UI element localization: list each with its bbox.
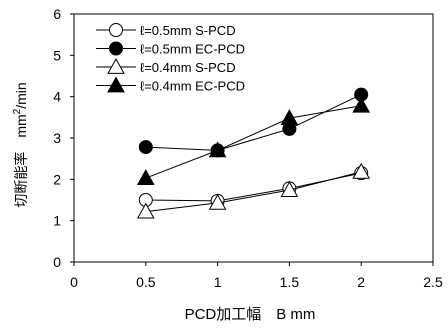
legend-marker (107, 57, 125, 74)
series-2 (138, 87, 369, 158)
data-point (280, 181, 299, 197)
x-axis-label: PCD加工幅 B mm (185, 306, 316, 323)
y-axis-label-superscript: 2 (12, 108, 23, 114)
data-point (136, 202, 155, 219)
series-4 (136, 96, 371, 185)
x-tick-label: 1 (214, 274, 222, 290)
y-tick-label: 1 (53, 213, 61, 229)
series-line (145, 171, 362, 213)
y-tick-label: 4 (53, 89, 61, 105)
legend-label: ℓ=0.4mm S-PCD (140, 60, 236, 75)
data-point (208, 193, 227, 210)
y-tick-label: 6 (53, 6, 61, 22)
y-tick-label: 5 (53, 47, 61, 63)
legend-marker (109, 23, 123, 37)
data-point (208, 141, 227, 158)
series-1 (138, 166, 369, 208)
y-tick-label: 2 (53, 171, 61, 187)
y-axis-label: 切断能率 mm2/min (12, 82, 29, 207)
y-axis-label-main: 切断能率 mm (13, 114, 29, 207)
series-line (145, 105, 362, 179)
data-point (352, 162, 371, 179)
series-3 (136, 162, 371, 219)
data-point (352, 96, 371, 113)
x-tick-label: 0 (70, 274, 78, 290)
y-tick-label: 0 (53, 254, 61, 270)
axes: 0 0.5 1 1.5 2 2.5 0 1 2 3 4 5 6 (53, 6, 443, 290)
legend-item: ℓ=0.4mm S-PCD (96, 57, 236, 75)
data-point (136, 169, 155, 185)
legend-item: ℓ=0.5mm EC-PCD (96, 41, 245, 57)
y-axis-label-tail: /min (13, 82, 29, 108)
plot-border (73, 13, 434, 263)
series-layer (136, 87, 371, 219)
legend-item: ℓ=0.4mm EC-PCD (96, 76, 245, 94)
x-tick-label: 1.5 (280, 274, 300, 290)
x-tick-label: 2 (357, 274, 365, 290)
legend-marker (109, 41, 123, 56)
legend-marker (107, 76, 125, 93)
series-line (145, 94, 362, 151)
plot-area (73, 13, 434, 263)
data-point (138, 140, 153, 155)
x-tick-label: 2.5 (423, 274, 443, 290)
legend-label: ℓ=0.4mm EC-PCD (140, 79, 245, 94)
y-tick-label: 3 (53, 130, 61, 146)
data-point (280, 109, 299, 126)
legend-label: ℓ=0.5mm EC-PCD (140, 42, 245, 57)
legend-label: ℓ=0.5mm S-PCD (140, 23, 236, 38)
x-tick-label: 0.5 (136, 274, 156, 290)
legend-item: ℓ=0.5mm S-PCD (96, 23, 236, 38)
legend: ℓ=0.5mm S-PCD ℓ=0.5mm EC-PCD ℓ=0.4mm S-PCD… (96, 23, 245, 94)
